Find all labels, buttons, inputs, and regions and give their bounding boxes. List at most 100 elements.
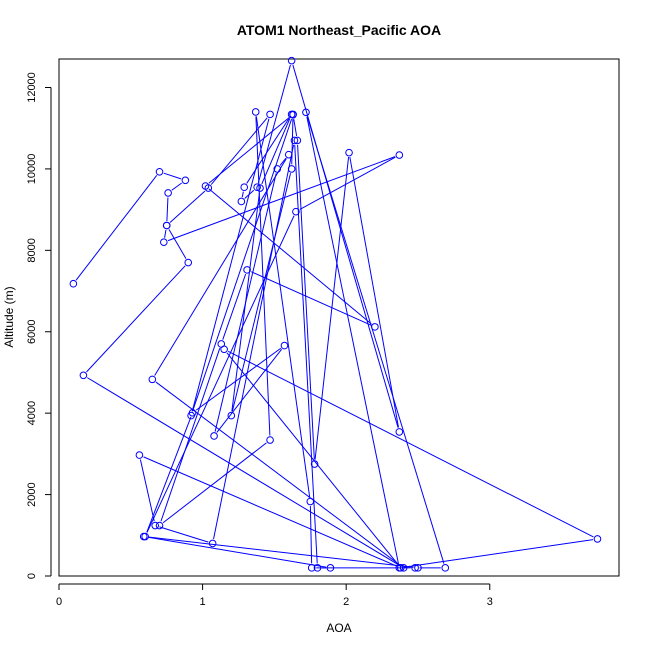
plot-frame: [58, 58, 620, 577]
series-segment: [255, 116, 271, 436]
series-segment: [261, 118, 291, 185]
series-segment: [160, 348, 221, 522]
series-segment: [251, 271, 371, 326]
series-segment: [216, 348, 283, 433]
series-segment: [192, 118, 293, 412]
y-tick-label: 10000: [26, 154, 38, 185]
series-segment: [75, 175, 158, 281]
data-point: [184, 258, 193, 267]
data-point: [201, 182, 210, 190]
data-point: [79, 371, 88, 380]
data-point: [164, 189, 172, 197]
data-point: [307, 564, 316, 572]
data-point: [135, 451, 144, 459]
series-segment: [208, 116, 290, 184]
data-point: [313, 564, 322, 572]
data-point: [280, 341, 289, 350]
data-point: [243, 266, 251, 274]
data-point: [306, 497, 315, 506]
data-point: [593, 535, 602, 543]
data-point: [396, 564, 405, 572]
data-series: [69, 56, 602, 572]
data-point: [414, 564, 422, 572]
data-point: [148, 375, 157, 384]
series-segment: [87, 377, 401, 566]
series-segment: [164, 229, 167, 238]
series-segment: [169, 190, 206, 223]
data-point: [395, 151, 404, 159]
data-point: [162, 221, 171, 230]
y-axis: 0 2000 4000 6000 8000 10000 12000: [26, 72, 52, 579]
data-point: [237, 197, 246, 206]
series-segment: [154, 158, 287, 376]
data-point: [293, 136, 302, 145]
data-point: [251, 108, 260, 116]
chart-title: ATOM1 Northeast_Pacific AOA: [237, 22, 441, 38]
series-segment: [167, 156, 396, 242]
series-segment: [309, 505, 313, 564]
y-tick-label: 4000: [26, 401, 38, 425]
data-point: [220, 345, 228, 354]
data-point: [210, 432, 218, 440]
series-segment: [162, 442, 267, 524]
series-segment: [403, 539, 594, 568]
series-segment: [226, 352, 399, 565]
series-segment: [231, 192, 260, 412]
series-segment: [241, 191, 244, 198]
series-segment: [255, 116, 311, 498]
y-tick-label: 8000: [26, 238, 38, 262]
data-point: [160, 238, 168, 246]
data-point: [266, 110, 274, 119]
series-segment: [246, 117, 290, 184]
y-tick-label: 6000: [26, 320, 38, 344]
y-tick-label: 2000: [26, 482, 38, 506]
data-point: [371, 323, 379, 331]
series-segment: [222, 273, 247, 340]
data-point: [69, 279, 78, 288]
data-point: [256, 184, 264, 192]
data-point: [227, 411, 236, 420]
data-point: [151, 521, 160, 530]
series-segment: [163, 172, 182, 180]
data-point: [399, 564, 408, 572]
x-tick-label: 0: [56, 596, 62, 608]
series-segment: [257, 64, 291, 184]
series-segment: [244, 189, 255, 199]
series-segment: [227, 350, 594, 538]
data-point: [273, 165, 282, 173]
data-point: [240, 183, 249, 192]
series-segment: [146, 416, 192, 533]
data-point: [395, 428, 404, 436]
data-point: [208, 539, 217, 548]
series-segment: [299, 156, 396, 210]
data-point: [290, 136, 299, 145]
series-segment: [213, 144, 295, 540]
x-axis-label: AOA: [326, 621, 351, 635]
series-segment: [86, 265, 186, 373]
data-point: [287, 56, 296, 65]
data-point: [181, 176, 190, 185]
series-segment: [155, 381, 401, 566]
series-segment: [349, 156, 400, 428]
data-point: [292, 207, 300, 216]
data-point: [411, 564, 419, 572]
series-segment: [297, 144, 315, 460]
data-point: [155, 521, 164, 530]
data-point: [289, 110, 297, 119]
x-tick-label: 1: [200, 596, 206, 608]
series-segment: [168, 229, 187, 259]
series-segment: [146, 215, 295, 533]
series-segment: [148, 536, 327, 568]
data-point: [326, 564, 335, 572]
series-segment: [159, 526, 209, 543]
series-segment: [143, 456, 397, 567]
series-segment: [171, 182, 183, 191]
data-point: [441, 564, 450, 572]
data-point: [187, 411, 195, 420]
x-tick-label: 2: [343, 596, 349, 608]
series-segment: [292, 64, 399, 428]
series-segment: [291, 118, 294, 165]
data-point: [266, 436, 274, 444]
data-point: [302, 108, 310, 117]
